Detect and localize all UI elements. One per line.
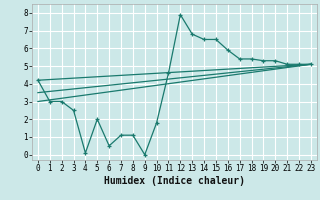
X-axis label: Humidex (Indice chaleur): Humidex (Indice chaleur) (104, 176, 245, 186)
